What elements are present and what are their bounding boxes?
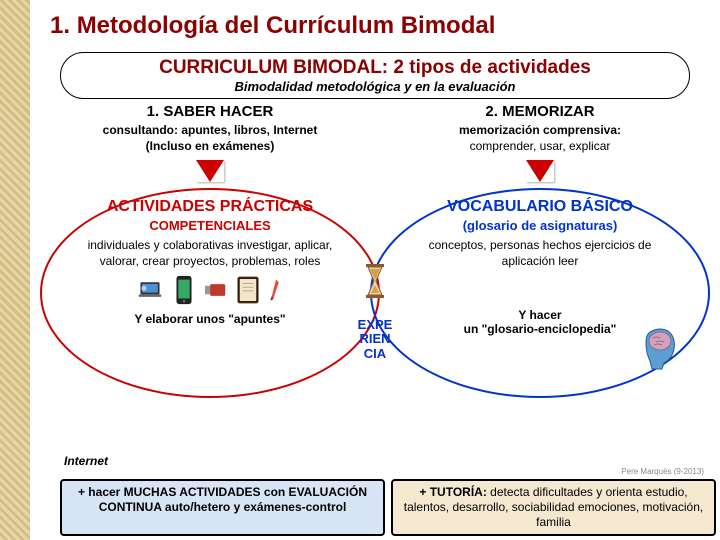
slide-number: 1. bbox=[50, 12, 70, 39]
laptop-icon bbox=[137, 274, 163, 306]
venn-diagram: ACTIVIDADES PRÁCTICAS COMPETENCIALES ind… bbox=[40, 188, 710, 408]
right-act-title: VOCABULARIO BÁSICO bbox=[372, 198, 708, 216]
main-title-box: CURRICULUM BIMODAL: 2 tipos de actividad… bbox=[60, 52, 690, 99]
right-column: 2. MEMORIZAR memorización comprensiva: c… bbox=[380, 103, 700, 188]
center-text: EXPERIENCIA bbox=[358, 317, 393, 361]
right-act-subtitle: (glosario de asignaturas) bbox=[372, 218, 708, 233]
slide-title: 1. Metodología del Currículum Bimodal bbox=[30, 0, 720, 48]
left-oval: ACTIVIDADES PRÁCTICAS COMPETENCIALES ind… bbox=[40, 188, 380, 398]
arrow-down-icon bbox=[196, 160, 224, 182]
main-title-text: CURRICULUM BIMODAL: 2 tipos de actividad… bbox=[159, 57, 591, 78]
right-bottom-1: Y hacer bbox=[518, 308, 561, 322]
right-col-sub: memorización comprensiva: bbox=[380, 123, 700, 139]
footer-left-text: + hacer MUCHAS ACTIVIDADES con EVALUACIÓ… bbox=[78, 485, 367, 514]
usb-icon bbox=[205, 282, 227, 298]
footer-right-box: + TUTORÍA: detecta dificultades y orient… bbox=[391, 479, 716, 536]
right-act-desc: conceptos, personas hechos ejercicios de… bbox=[402, 237, 678, 269]
main-subtitle: Bimodalidad metodológica y en la evaluac… bbox=[65, 79, 685, 94]
left-act-title: ACTIVIDADES PRÁCTICAS bbox=[42, 198, 378, 216]
left-act-subtitle: COMPETENCIALES bbox=[42, 218, 378, 233]
credit-label: Pere Marquès (9-2013) bbox=[621, 467, 704, 476]
footer-row: + hacer MUCHAS ACTIVIDADES con EVALUACIÓ… bbox=[60, 479, 716, 536]
internet-label: Internet bbox=[64, 454, 108, 468]
footer-left-box: + hacer MUCHAS ACTIVIDADES con EVALUACIÓ… bbox=[60, 479, 385, 536]
experiencia-label: EXPERIENCIA bbox=[358, 318, 393, 361]
hourglass-icon bbox=[363, 263, 387, 299]
right-col-title: 2. MEMORIZAR bbox=[380, 103, 700, 120]
right-col-sub2: comprender, usar, explicar bbox=[380, 139, 700, 155]
footer-right-bold: + TUTORÍA: bbox=[419, 485, 486, 499]
arrow-down-icon bbox=[526, 160, 554, 182]
phone-icon bbox=[171, 274, 197, 306]
slide-title-text: Metodología del Currículum Bimodal bbox=[77, 12, 496, 39]
left-column: 1. SABER HACER consultando: apuntes, lib… bbox=[50, 103, 370, 188]
slide-content: 1. Metodología del Currículum Bimodal CU… bbox=[30, 0, 720, 540]
left-col-title: 1. SABER HACER bbox=[50, 103, 370, 120]
right-bottom-2: un "glosario-enciclopedia" bbox=[464, 322, 617, 336]
left-act-bottom: Y elaborar unos "apuntes" bbox=[42, 312, 378, 326]
brain-head-icon bbox=[638, 323, 682, 373]
left-col-sub: consultando: apuntes, libros, Internet bbox=[50, 123, 370, 139]
left-col-sub2: (Incluso en exámenes) bbox=[50, 139, 370, 155]
left-icons bbox=[42, 274, 378, 306]
two-columns: 1. SABER HACER consultando: apuntes, lib… bbox=[30, 103, 720, 188]
decorative-left-border bbox=[0, 0, 30, 540]
pencil-icon bbox=[269, 274, 283, 306]
notebook-icon bbox=[235, 274, 261, 306]
left-act-desc: individuales y colaborativas investigar,… bbox=[72, 237, 348, 269]
